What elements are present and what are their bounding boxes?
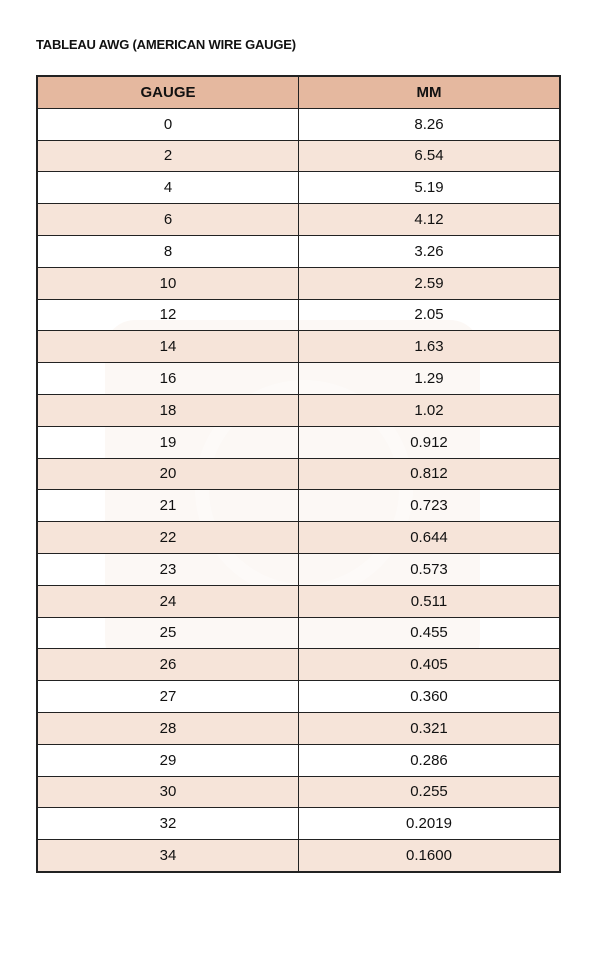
cell-gauge: 14 — [36, 330, 299, 364]
cell-mm: 0.360 — [298, 680, 561, 713]
cell-gauge: 34 — [36, 839, 299, 873]
cell-mm: 0.723 — [298, 489, 561, 523]
table-row: 12 2.05 — [36, 298, 561, 332]
cell-gauge: 29 — [36, 743, 299, 777]
cell-gauge: 30 — [36, 775, 299, 809]
cell-gauge: 2 — [36, 139, 299, 173]
cell-mm: 0.1600 — [298, 839, 561, 873]
table-row: 2 6.54 — [36, 139, 561, 173]
table-row: 23 0.573 — [36, 552, 561, 586]
cell-gauge: 28 — [36, 711, 299, 745]
cell-mm: 6.54 — [298, 139, 561, 173]
cell-gauge: 12 — [36, 298, 299, 332]
cell-mm: 0.2019 — [298, 807, 561, 841]
cell-mm: 8.26 — [298, 107, 561, 141]
table-row: 25 0.455 — [36, 616, 561, 650]
cell-gauge: 19 — [36, 425, 299, 459]
table-row: 27 0.360 — [36, 680, 561, 713]
cell-gauge: 0 — [36, 107, 299, 141]
cell-gauge: 24 — [36, 584, 299, 618]
cell-gauge: 25 — [36, 616, 299, 650]
header-mm: MM — [298, 75, 561, 109]
table-row: 20 0.812 — [36, 457, 561, 491]
cell-gauge: 21 — [36, 489, 299, 523]
cell-mm: 2.59 — [298, 266, 561, 300]
cell-gauge: 23 — [36, 552, 299, 586]
cell-mm: 0.286 — [298, 743, 561, 777]
table-row: 16 1.29 — [36, 362, 561, 395]
table-row: 10 2.59 — [36, 266, 561, 300]
table-row: 24 0.511 — [36, 584, 561, 618]
cell-mm: 0.511 — [298, 584, 561, 618]
cell-mm: 0.644 — [298, 521, 561, 554]
cell-gauge: 6 — [36, 203, 299, 236]
table-row: 32 0.2019 — [36, 807, 561, 841]
cell-mm: 2.05 — [298, 298, 561, 332]
table-row: 28 0.321 — [36, 711, 561, 745]
table-row: 0 8.26 — [36, 107, 561, 141]
cell-gauge: 18 — [36, 393, 299, 427]
cell-gauge: 26 — [36, 648, 299, 682]
table-row: 6 4.12 — [36, 203, 561, 236]
cell-gauge: 8 — [36, 234, 299, 268]
table-row: 8 3.26 — [36, 234, 561, 268]
cell-mm: 0.405 — [298, 648, 561, 682]
cell-mm: 0.255 — [298, 775, 561, 809]
cell-gauge: 4 — [36, 171, 299, 205]
table-row: 30 0.255 — [36, 775, 561, 809]
cell-mm: 0.321 — [298, 711, 561, 745]
header-gauge: GAUGE — [36, 75, 299, 109]
page-title: TABLEAU AWG (AMERICAN WIRE GAUGE) — [36, 37, 296, 52]
table-row: 22 0.644 — [36, 521, 561, 554]
cell-mm: 1.02 — [298, 393, 561, 427]
table-row: 34 0.1600 — [36, 839, 561, 873]
awg-table: GAUGE MM 0 8.26 2 6.54 4 5.19 6 4.12 8 3.26 10 2.59… — [36, 75, 561, 873]
table-row: 19 0.912 — [36, 425, 561, 459]
cell-mm: 0.573 — [298, 552, 561, 586]
cell-gauge: 22 — [36, 521, 299, 554]
cell-gauge: 20 — [36, 457, 299, 491]
table-row: 4 5.19 — [36, 171, 561, 205]
table-row: 14 1.63 — [36, 330, 561, 364]
table-row: 18 1.02 — [36, 393, 561, 427]
table-row: 21 0.723 — [36, 489, 561, 523]
cell-gauge: 10 — [36, 266, 299, 300]
cell-mm: 0.455 — [298, 616, 561, 650]
cell-mm: 0.912 — [298, 425, 561, 459]
cell-mm: 4.12 — [298, 203, 561, 236]
cell-mm: 5.19 — [298, 171, 561, 205]
cell-mm: 0.812 — [298, 457, 561, 491]
table-header-row: GAUGE MM — [36, 75, 561, 109]
cell-mm: 1.63 — [298, 330, 561, 364]
table-row: 26 0.405 — [36, 648, 561, 682]
cell-mm: 3.26 — [298, 234, 561, 268]
table-row: 29 0.286 — [36, 743, 561, 777]
cell-gauge: 32 — [36, 807, 299, 841]
cell-mm: 1.29 — [298, 362, 561, 395]
cell-gauge: 27 — [36, 680, 299, 713]
cell-gauge: 16 — [36, 362, 299, 395]
